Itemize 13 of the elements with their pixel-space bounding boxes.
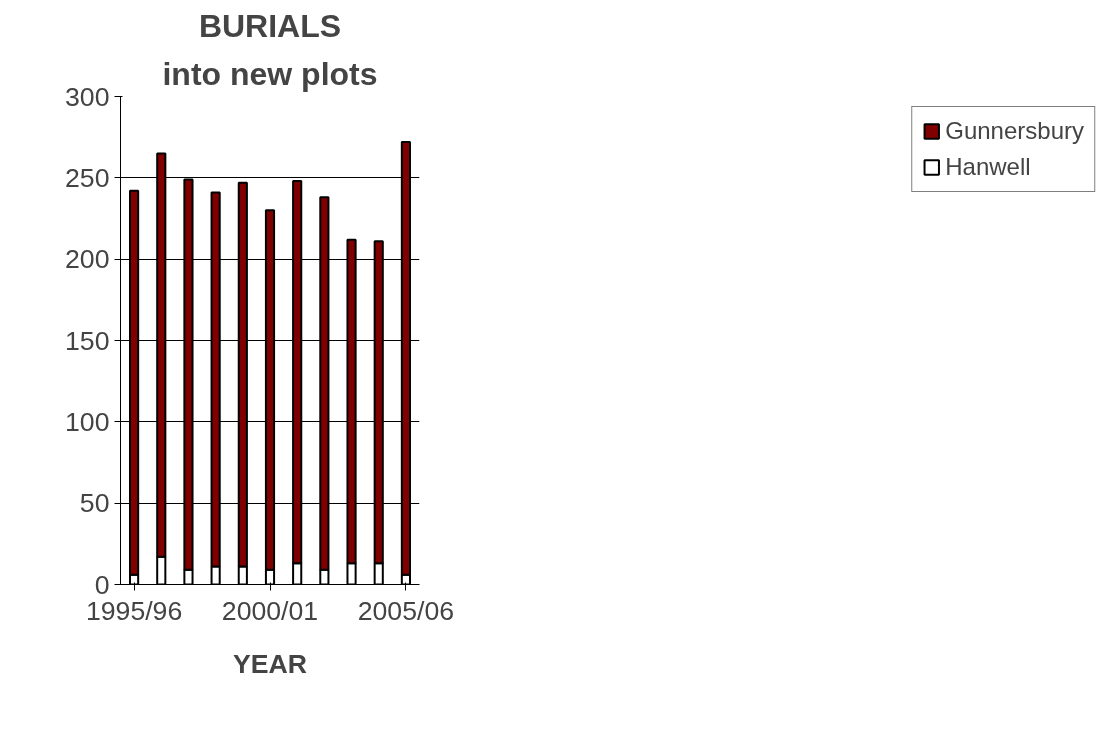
x-axis-title: YEAR xyxy=(232,648,308,679)
y-tick-label: 200 xyxy=(65,244,110,275)
y-tick-label: 150 xyxy=(65,325,110,356)
y-tick-label: 250 xyxy=(65,162,110,193)
y-tick-label: 50 xyxy=(79,488,110,519)
y-tick-label: 100 xyxy=(65,406,110,437)
legend-label: Gunnersbury xyxy=(945,117,1084,145)
chart-subtitle: into new plots xyxy=(162,55,378,92)
x-tick-label: 2000/01 xyxy=(221,595,319,626)
chart-title: BURIALS xyxy=(198,7,342,44)
legend-label: Hanwell xyxy=(945,153,1031,181)
y-tick-label: 300 xyxy=(65,81,110,112)
x-tick-label: 2005/06 xyxy=(357,595,455,626)
